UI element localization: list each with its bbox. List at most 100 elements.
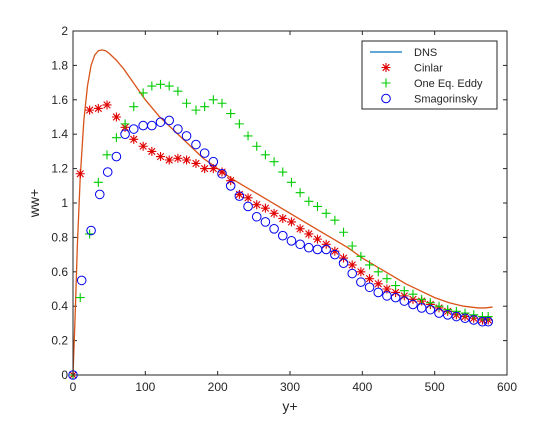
marker-cinlar: [391, 287, 401, 297]
marker-cinlar: [347, 260, 357, 270]
marker-smagorinsky: [102, 167, 113, 177]
marker-smagorinsky: [234, 191, 245, 201]
marker-cinlar: [156, 152, 166, 162]
marker-smagorinsky: [260, 217, 271, 227]
marker-smagorinsky: [111, 151, 122, 162]
marker-one-eq-eddy: [365, 260, 375, 270]
marker-one-eq-eddy: [243, 131, 253, 141]
marker-cinlar: [399, 291, 409, 301]
marker-one-eq-eddy: [234, 119, 244, 129]
marker-one-eq-eddy: [217, 98, 227, 108]
y-tick-label: 1.2: [51, 162, 68, 176]
marker-cinlar: [147, 146, 157, 156]
marker-smagorinsky: [173, 124, 183, 134]
x-tick-label: 0: [70, 380, 77, 394]
marker-cinlar: [243, 193, 253, 203]
marker-cinlar: [260, 203, 270, 213]
marker-cinlar: [356, 267, 366, 277]
marker-one-eq-eddy: [269, 157, 279, 167]
marker-one-eq-eddy: [286, 177, 296, 187]
marker-cinlar: [365, 274, 375, 284]
marker-one-eq-eddy: [356, 251, 366, 261]
marker-one-eq-eddy: [451, 306, 461, 316]
marker-cinlar: [217, 167, 227, 177]
marker-smagorinsky: [295, 239, 305, 250]
marker-smagorinsky: [147, 120, 157, 131]
marker-one-eq-eddy: [75, 293, 85, 303]
y-tick-label: 0.6: [51, 265, 68, 279]
marker-one-eq-eddy: [417, 294, 427, 304]
plot-frame: [72, 30, 508, 376]
y-tick-label: 0.2: [51, 334, 68, 348]
marker-cinlar: [295, 224, 305, 234]
marker-cinlar: [75, 169, 85, 179]
series-line-dns: [72, 49, 493, 376]
marker-one-eq-eddy: [278, 167, 288, 177]
marker-cinlar: [278, 213, 288, 223]
legend: DNS Cinlar One Eq. Eddy Smagorinsky: [361, 40, 498, 110]
marker-smagorinsky: [373, 287, 384, 298]
marker-cinlar: [321, 239, 331, 249]
marker-one-eq-eddy: [182, 98, 192, 108]
marker-cinlar: [182, 155, 192, 165]
y-tick-label: 1.4: [51, 127, 68, 141]
marker-smagorinsky: [356, 277, 366, 287]
marker-cinlar: [312, 234, 322, 244]
marker-cinlar: [286, 217, 296, 227]
marker-smagorinsky: [390, 292, 401, 303]
marker-cinlar: [226, 176, 236, 186]
y-tick-label: 2: [61, 24, 68, 38]
marker-smagorinsky: [321, 244, 331, 255]
marker-one-eq-eddy: [173, 86, 183, 96]
marker-smagorinsky: [330, 249, 340, 260]
marker-cinlar: [208, 164, 218, 174]
marker-one-eq-eddy: [226, 109, 236, 119]
marker-smagorinsky: [120, 129, 130, 139]
marker-one-eq-eddy: [382, 274, 392, 284]
legend-label-one-eq-eddy: One Eq. Eddy: [414, 78, 483, 90]
marker-one-eq-eddy: [120, 119, 130, 129]
marker-cinlar: [191, 158, 201, 168]
x-tick-label: 100: [135, 380, 155, 394]
marker-one-eq-eddy: [330, 215, 340, 225]
marker-smagorinsky: [128, 124, 139, 134]
marker-smagorinsky: [477, 316, 488, 327]
marker-one-eq-eddy: [164, 81, 174, 91]
marker-smagorinsky: [425, 304, 436, 315]
marker-smagorinsky: [277, 230, 288, 241]
marker-one-eq-eddy: [260, 150, 270, 160]
x-tick-label: 200: [208, 380, 228, 394]
marker-smagorinsky: [76, 275, 87, 286]
marker-smagorinsky: [208, 156, 219, 167]
series-markers: [68, 79, 493, 380]
marker-smagorinsky: [164, 115, 175, 126]
marker-smagorinsky: [251, 211, 262, 222]
marker-cinlar: [111, 112, 121, 122]
marker-cinlar: [382, 284, 392, 294]
marker-smagorinsky: [483, 316, 493, 327]
marker-one-eq-eddy: [102, 150, 112, 160]
y-tick-label: 1: [61, 196, 68, 210]
marker-smagorinsky: [364, 282, 375, 293]
legend-label-smagorinsky: Smagorinsky: [414, 94, 478, 106]
marker-one-eq-eddy: [138, 88, 148, 98]
marker-smagorinsky: [243, 201, 253, 212]
marker-one-eq-eddy: [443, 305, 453, 315]
marker-one-eq-eddy: [347, 241, 357, 251]
marker-cinlar: [93, 103, 103, 113]
marker-one-eq-eddy: [85, 229, 95, 239]
y-axis-label: ww+: [26, 189, 42, 218]
marker-one-eq-eddy: [304, 196, 314, 206]
marker-smagorinsky: [338, 258, 349, 269]
marker-one-eq-eddy: [373, 267, 383, 277]
marker-cinlar: [252, 200, 262, 210]
marker-one-eq-eddy: [408, 289, 418, 299]
marker-smagorinsky: [347, 268, 358, 279]
x-tick-label: 500: [425, 380, 445, 394]
legend-label-cinlar: Cinlar: [414, 63, 443, 75]
marker-cinlar: [269, 208, 279, 218]
marker-one-eq-eddy: [156, 79, 166, 89]
marker-smagorinsky: [86, 225, 96, 236]
y-tick-label: 0: [61, 368, 68, 382]
